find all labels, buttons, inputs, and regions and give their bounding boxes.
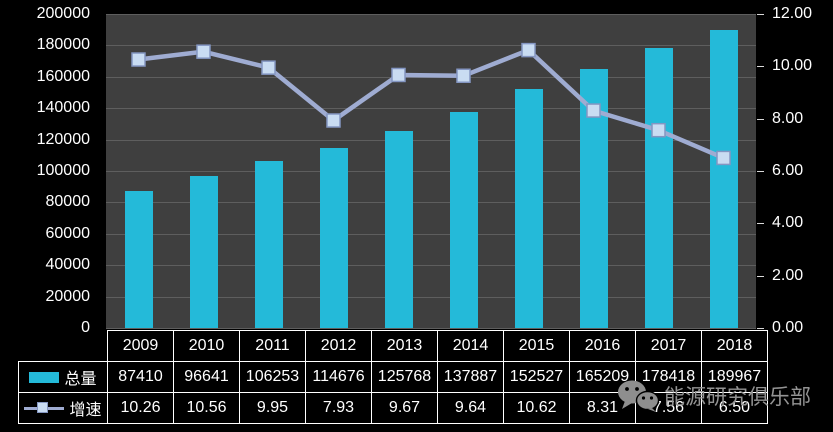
y-right-tick-mark: [757, 171, 764, 172]
legend-total-label: 总量: [64, 371, 97, 388]
year-cell-2010: 2010: [173, 330, 240, 362]
gridline: [106, 45, 756, 47]
y-right-tick-label: 12.00: [772, 5, 813, 22]
growth-cell-2013: 9.67: [371, 392, 438, 424]
y-right-tick-mark: [757, 328, 764, 329]
growth-line-marker-icon: [24, 401, 65, 415]
year-cell-2013: 2013: [371, 330, 438, 362]
gridline: [106, 202, 756, 204]
plot-area: [106, 14, 756, 329]
year-cell-2011: 2011: [239, 330, 306, 362]
marker-2012: [326, 113, 341, 128]
y-right-tick-label: 6.00: [772, 162, 804, 179]
y-left-tick-label: 120000: [36, 130, 90, 148]
total-cell-2013: 125768: [371, 361, 438, 393]
bar-2016: [579, 68, 608, 328]
marker-2010: [196, 44, 211, 59]
total-cell-2009: 87410: [107, 361, 174, 393]
y-left-tick-label: 160000: [36, 67, 90, 85]
gridline: [106, 233, 756, 235]
growth-cell-2011: 9.95: [239, 392, 306, 424]
total-bar-swatch-icon: [29, 371, 60, 383]
gridline: [106, 328, 756, 329]
growth-cell-2014: 9.64: [437, 392, 504, 424]
gridline: [106, 14, 756, 15]
data-table: 2009 2010 2011 2012 2013 2014 2015 2016 2017 2018…: [18, 330, 768, 424]
watermark-text: 能源研究俱乐部: [664, 385, 811, 409]
year-cell-2018: 2018: [701, 330, 768, 362]
growth-cell-2009: 10.26: [107, 392, 174, 424]
y-left-tick-label: 100000: [36, 162, 90, 179]
y-right-tick-mark: [757, 66, 764, 68]
legend-growth: 增速: [18, 392, 108, 424]
y-right-tick-label: 4.00: [772, 214, 804, 232]
y-left-tick-label: 180000: [36, 36, 90, 54]
y-right-tick-label: 10.00: [772, 57, 813, 75]
total-cell-2018: 189967: [701, 361, 768, 393]
gridline: [106, 265, 756, 267]
wechat-icon: [618, 380, 660, 412]
data-table-grid: 2009 2010 2011 2012 2013 2014 2015 2016 2017 2018…: [18, 330, 768, 424]
year-cell-2017: 2017: [635, 330, 702, 362]
year-cell-2015: 2015: [503, 330, 570, 362]
y-left-tick-label: 40000: [45, 256, 91, 274]
total-cell-2017: 178418: [635, 361, 702, 393]
legend-growth-label: 增速: [69, 402, 102, 419]
year-cell-2009: 2009: [107, 330, 174, 362]
y-right-tick-label: 2.00: [772, 266, 804, 284]
growth-cell-2015: 10.62: [503, 392, 570, 424]
y-left-tick-label: 0: [81, 319, 90, 336]
y-left-tick-label: 140000: [36, 99, 90, 117]
total-cell-2010: 96641: [173, 361, 240, 393]
growth-cell-2010: 10.56: [173, 392, 240, 424]
growth-cell-2012: 7.93: [305, 392, 372, 424]
marker-2011: [261, 60, 276, 75]
bar-2013: [384, 130, 413, 328]
y-right-tick-mark: [757, 275, 764, 277]
growth-line: [138, 47, 725, 160]
growth-cell-2018: 6.50: [701, 392, 768, 424]
bar-2018: [709, 29, 738, 328]
year-cell-2014: 2014: [437, 330, 504, 362]
table-corner-cell: [18, 330, 108, 362]
y-right-tick-mark: [757, 14, 764, 15]
bar-2017: [644, 47, 673, 328]
year-cell-2012: 2012: [305, 330, 372, 362]
marker-2013: [391, 67, 406, 83]
legend-total: 总量: [18, 361, 108, 393]
y-left-tick-label: 200000: [36, 5, 90, 22]
bar-2015: [514, 88, 543, 328]
y-left-tick-label: 60000: [45, 224, 91, 242]
total-cell-2011: 106253: [239, 361, 306, 393]
year-cell-2016: 2016: [569, 330, 636, 362]
y-left-tick-label: 80000: [45, 193, 91, 211]
total-cell-2014: 137887: [437, 361, 504, 393]
bar-2009: [124, 190, 153, 328]
bar-2012: [319, 147, 348, 328]
y-right-tick-mark: [757, 118, 764, 120]
bar-2014: [449, 111, 478, 328]
total-cell-2012: 114676: [305, 361, 372, 393]
watermark: 能源研究俱乐部: [616, 379, 811, 412]
y-left-tick-label: 20000: [45, 287, 91, 305]
bar-2011: [254, 161, 283, 328]
gridline: [106, 171, 756, 172]
bar-2010: [189, 176, 218, 328]
marker-2009: [131, 52, 146, 67]
y-right-tick-label: 8.00: [772, 109, 804, 127]
gridline: [106, 296, 756, 298]
y-right-tick-label: 0.00: [772, 319, 804, 336]
y-right-tick-mark: [757, 223, 764, 225]
marker-2014: [456, 68, 471, 84]
total-cell-2015: 152527: [503, 361, 570, 393]
